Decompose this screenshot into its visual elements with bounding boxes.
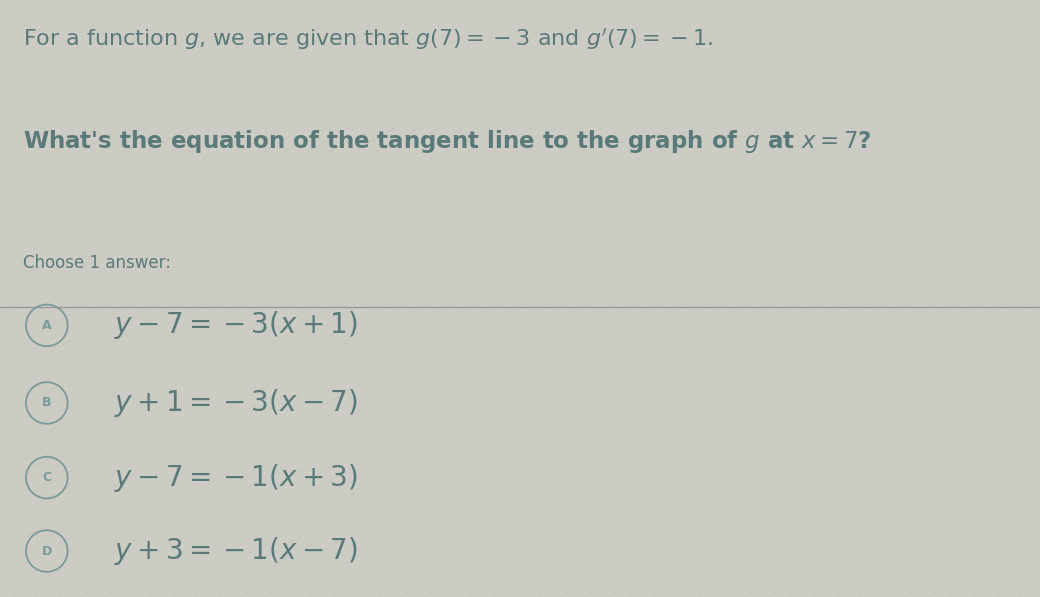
Text: What's the equation of the tangent line to the graph of $g$ at $x=7$?: What's the equation of the tangent line … [23,128,872,155]
Text: $y+1=-3(x-7)$: $y+1=-3(x-7)$ [114,387,359,419]
Text: Choose 1 answer:: Choose 1 answer: [23,254,171,272]
Text: $y-7=-3(x+1)$: $y-7=-3(x+1)$ [114,309,359,341]
Text: B: B [42,396,52,410]
Text: For a function $g$, we are given that $g(7)=-3$ and $g'(7)=-1$.: For a function $g$, we are given that $g… [23,27,712,53]
Text: $y-7=-1(x+3)$: $y-7=-1(x+3)$ [114,461,359,494]
Text: A: A [42,319,52,332]
Text: D: D [42,544,52,558]
Text: $y+3=-1(x-7)$: $y+3=-1(x-7)$ [114,535,359,567]
Text: C: C [43,471,51,484]
